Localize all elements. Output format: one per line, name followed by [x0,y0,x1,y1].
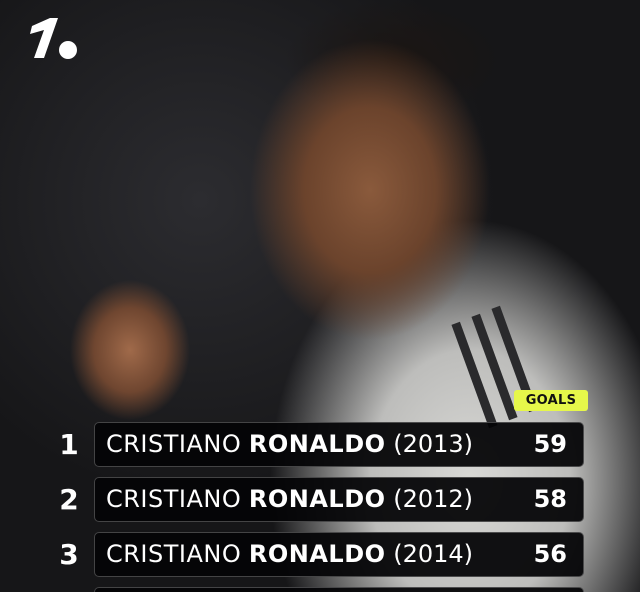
last-name: RONALDO [248,485,386,513]
first-name: CRISTIANO [106,485,242,513]
first-name: CRISTIANO [106,430,242,458]
shirt-stripe [471,313,518,421]
table-row-partial [55,587,595,592]
player-box: CRISTIANO RONALDO (2013) 59 [94,422,584,467]
goals-value: 56 [533,540,567,568]
rank: 3 [59,538,79,571]
table-row: 2 CRISTIANO RONALDO (2012) 58 [55,477,595,523]
rank: 2 [59,483,79,516]
year: (2014) [393,540,474,568]
last-name: RONALDO [248,430,386,458]
table-row: 1 CRISTIANO RONALDO (2013) 59 [55,422,595,468]
last-name: RONALDO [248,540,386,568]
table-row: 3 CRISTIANO RONALDO (2014) 56 [55,532,595,578]
rank: 1 [59,428,79,461]
goals-value: 58 [533,485,567,513]
player-box: CRISTIANO RONALDO (2012) 58 [94,477,584,522]
player-box [94,587,584,592]
player-box: CRISTIANO RONALDO (2014) 56 [94,532,584,577]
goals-badge: GOALS [514,390,588,411]
goals-value: 59 [533,430,567,458]
first-name: CRISTIANO [106,540,242,568]
year: (2013) [393,430,474,458]
year: (2012) [393,485,474,513]
shirt-stripe [451,321,498,429]
brand-logo-icon [30,18,77,59]
